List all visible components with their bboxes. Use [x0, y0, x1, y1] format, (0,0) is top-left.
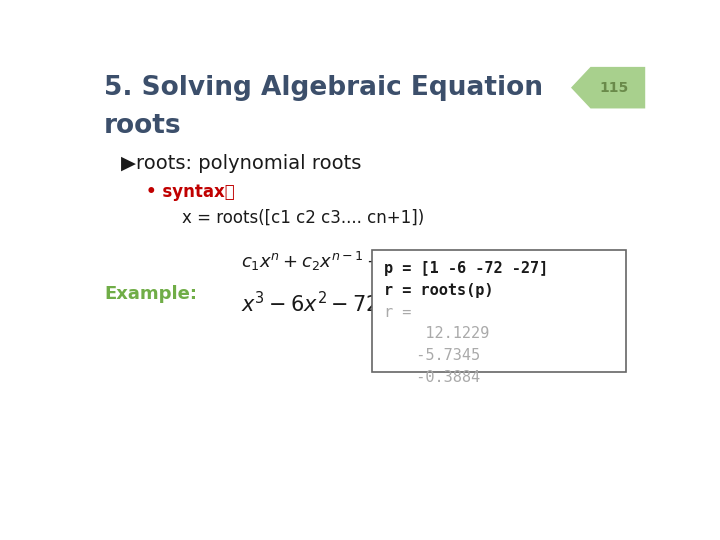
Polygon shape — [571, 67, 645, 109]
Text: -5.7345: -5.7345 — [398, 348, 480, 363]
Text: 5. Solving Algebraic Equation: 5. Solving Algebraic Equation — [104, 75, 543, 101]
Text: -0.3884: -0.3884 — [398, 369, 480, 384]
Text: 12.1229: 12.1229 — [398, 326, 490, 341]
FancyBboxPatch shape — [372, 250, 626, 373]
Text: Example:: Example: — [104, 285, 197, 303]
Text: ▶roots: polynomial roots: ▶roots: polynomial roots — [121, 154, 361, 173]
Text: r =: r = — [384, 305, 411, 320]
Text: 115: 115 — [599, 80, 629, 94]
Text: roots: roots — [104, 113, 181, 139]
Text: r = roots(p): r = roots(p) — [384, 283, 494, 298]
Text: $x^3 - 6x^2 - 72x - 27 = 0$: $x^3 - 6x^2 - 72x - 27 = 0$ — [240, 292, 483, 316]
Text: $c_1x^n + c_2x^{n-1} + c_3x^{n-2}....+ c_nx + c_{n+1}$: $c_1x^n + c_2x^{n-1} + c_3x^{n-2}....+ c… — [240, 250, 599, 273]
Text: • syntax：: • syntax： — [145, 183, 235, 201]
Text: p = [1 -6 -72 -27]: p = [1 -6 -72 -27] — [384, 261, 549, 276]
Text: x = roots([c1 c2 c3.... cn+1]): x = roots([c1 c2 c3.... cn+1]) — [182, 208, 424, 226]
